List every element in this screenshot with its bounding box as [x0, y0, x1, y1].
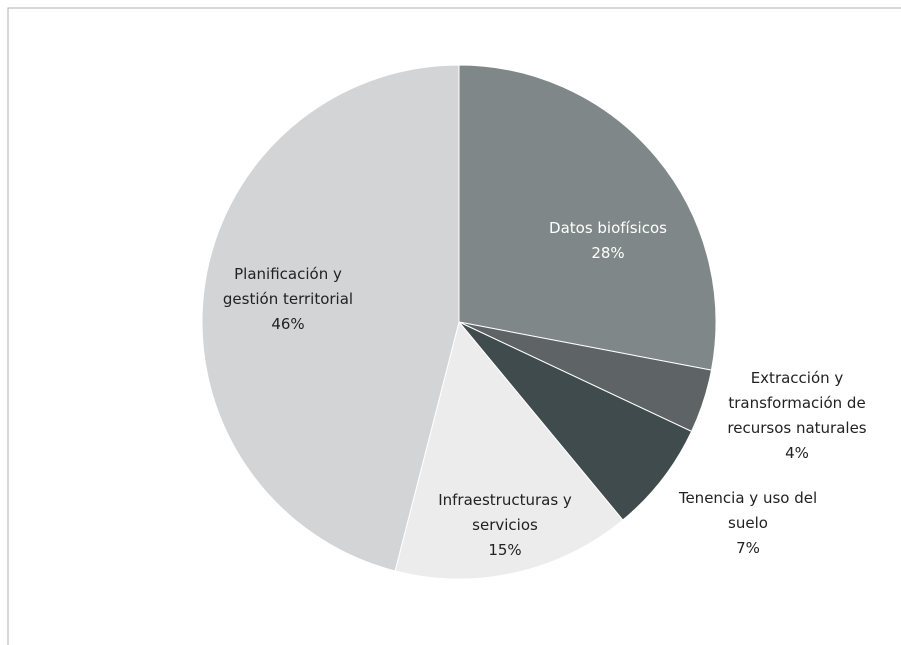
slice-value-label: 28% — [591, 244, 624, 262]
slice-label: Tenencia y uso del suelo — [678, 489, 817, 532]
slice-label: Planificación y gestión territorial — [223, 265, 353, 308]
slice-value-label: 7% — [736, 539, 760, 557]
pie-slice — [394, 320, 624, 580]
pie-slice — [201, 64, 460, 572]
slice-label: Datos biofísicos — [549, 219, 667, 237]
slice-value-label: 4% — [785, 444, 809, 462]
pie-slice — [458, 321, 693, 521]
slice-value-label: 15% — [488, 541, 521, 559]
slice-value-label: 46% — [271, 315, 304, 333]
frame — [7, 7, 901, 645]
slice-label: Extracción y transformación de recursos na… — [727, 369, 866, 437]
pie-slice — [458, 64, 717, 371]
slice-label: Infraestructuras y servicios — [438, 491, 572, 534]
